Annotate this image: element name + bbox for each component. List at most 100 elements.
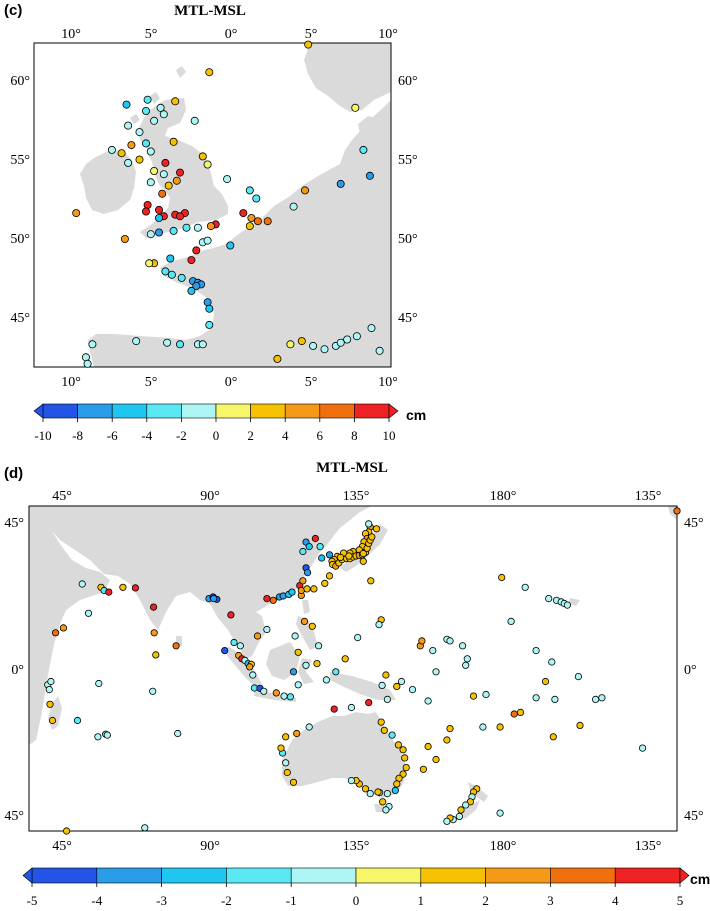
tide-gauge-point	[269, 596, 277, 604]
panel-d-letter: (d)	[4, 465, 23, 482]
panel-c-map	[33, 40, 392, 368]
tide-gauge-point	[78, 580, 86, 588]
panel-c-bottom-tick-2: 5°	[145, 375, 158, 390]
colorbar-segment	[42, 403, 78, 419]
tide-gauge-point	[408, 685, 417, 694]
tide-gauge-point	[549, 733, 557, 741]
tide-gauge-point	[73, 716, 82, 725]
panel-c-points	[72, 40, 384, 368]
tide-gauge-point	[383, 695, 391, 704]
tide-gauge-point	[154, 205, 163, 214]
panel-c-right-lat-2: 55°	[398, 153, 418, 168]
tide-gauge-point	[354, 633, 362, 642]
panel-d-top-tick-1: 45°	[52, 489, 72, 504]
panel-d-left-lat-2: 0°	[11, 663, 24, 678]
panel-d-land	[29, 506, 677, 820]
colorbar-tick-label: 3	[547, 893, 554, 908]
tide-gauge-point	[393, 780, 401, 788]
tide-gauge-point	[455, 812, 463, 821]
tide-gauge-point	[46, 700, 54, 708]
tide-gauge-point	[59, 624, 68, 632]
colorbar-segment	[77, 403, 113, 419]
colorbar-tick-label: -5	[27, 893, 38, 908]
tide-gauge-point	[482, 690, 490, 699]
tide-gauge-point	[361, 785, 370, 793]
panel-c-colorbar: -10 -8 -6 -4 -2 0 2 4 6 8 10	[33, 403, 399, 443]
tide-gauge-point	[127, 141, 136, 150]
tide-gauge-point	[291, 632, 299, 640]
tide-gauge-point	[150, 116, 159, 125]
tide-gauge-point	[246, 663, 254, 671]
tide-gauge-point	[253, 217, 262, 226]
colorbar-segment	[31, 867, 98, 884]
tide-gauge-point	[516, 708, 525, 717]
panel-d-points	[44, 507, 681, 835]
tide-gauge-point	[249, 671, 257, 679]
colorbar-tick-label: -1	[286, 893, 297, 908]
panel-c-top-tick-2: 5°	[145, 27, 158, 42]
tide-gauge-point	[103, 731, 111, 739]
tide-gauge-point	[177, 273, 186, 282]
panel-d: (d) MTL-MSL	[4, 460, 710, 908]
colorbar-tick-label: -8	[72, 428, 83, 443]
colorbar-segment	[355, 867, 422, 884]
tide-gauge-point	[205, 320, 214, 329]
tide-gauge-point	[374, 788, 382, 796]
colorbar-segment	[250, 403, 286, 419]
tide-gauge-point	[152, 651, 160, 659]
tide-gauge-point	[300, 617, 309, 626]
tide-gauge-point	[206, 222, 215, 231]
tide-gauge-point	[175, 212, 184, 221]
tide-gauge-point	[226, 241, 235, 250]
tide-gauge-point	[124, 158, 133, 167]
tide-gauge-point	[187, 256, 196, 265]
tide-gauge-point	[293, 729, 301, 738]
panel-d-right-lat-3: 45°	[684, 809, 704, 824]
panel-d-left-lat-1: 45°	[4, 516, 24, 531]
tide-gauge-point	[303, 568, 312, 577]
tide-gauge-point	[446, 724, 454, 733]
tide-gauge-point	[48, 716, 57, 725]
colorbar-tick-label: 5	[677, 893, 684, 908]
tide-gauge-point	[424, 697, 432, 705]
panel-c-frame	[33, 42, 392, 368]
tide-gauge-point	[146, 230, 155, 239]
panel-c-letter: (c)	[4, 2, 22, 19]
colorbar-segment	[181, 403, 217, 419]
tide-gauge-point	[150, 603, 158, 611]
tide-gauge-point	[135, 155, 144, 164]
tide-gauge-point	[380, 726, 388, 734]
tide-gauge-point	[462, 801, 470, 809]
panel-c-bottom-tick-3: 0°	[225, 375, 238, 390]
tide-gauge-point	[280, 692, 288, 700]
tide-gauge-point	[563, 601, 572, 609]
tide-gauge-point	[294, 681, 302, 689]
tide-gauge-point	[169, 137, 178, 146]
tide-gauge-point	[283, 768, 291, 777]
tide-gauge-point	[239, 209, 248, 218]
panel-d-colorbar-unit: cm	[690, 871, 710, 887]
panel-d-top-tick-3: 135°	[343, 489, 370, 504]
tide-gauge-point	[105, 588, 113, 596]
tide-gauge-point	[345, 552, 353, 560]
tide-gauge-point	[263, 625, 271, 634]
tide-gauge-point	[359, 549, 367, 558]
tide-gauge-point	[190, 116, 199, 125]
panel-d-top-tick-5: 135°	[635, 489, 662, 504]
colorbar-tick-label: 8	[351, 428, 358, 443]
colorbar-segment	[485, 867, 551, 884]
tide-gauge-point	[203, 160, 212, 169]
tide-gauge-point	[365, 520, 373, 528]
tide-gauge-point	[336, 553, 345, 562]
tide-gauge-point	[521, 583, 529, 591]
tide-gauge-point	[88, 340, 97, 349]
tide-gauge-point	[205, 68, 214, 77]
tide-gauge-point	[330, 705, 338, 713]
tide-gauge-point	[598, 694, 606, 702]
tide-gauge-point	[419, 765, 427, 773]
tide-gauge-point	[141, 207, 150, 216]
tide-gauge-point	[198, 340, 207, 349]
colorbar-tick-label: 4	[612, 893, 619, 908]
colorbar-tick-label: 6	[317, 428, 324, 443]
panel-d-right-lat-1: 45°	[684, 516, 704, 531]
